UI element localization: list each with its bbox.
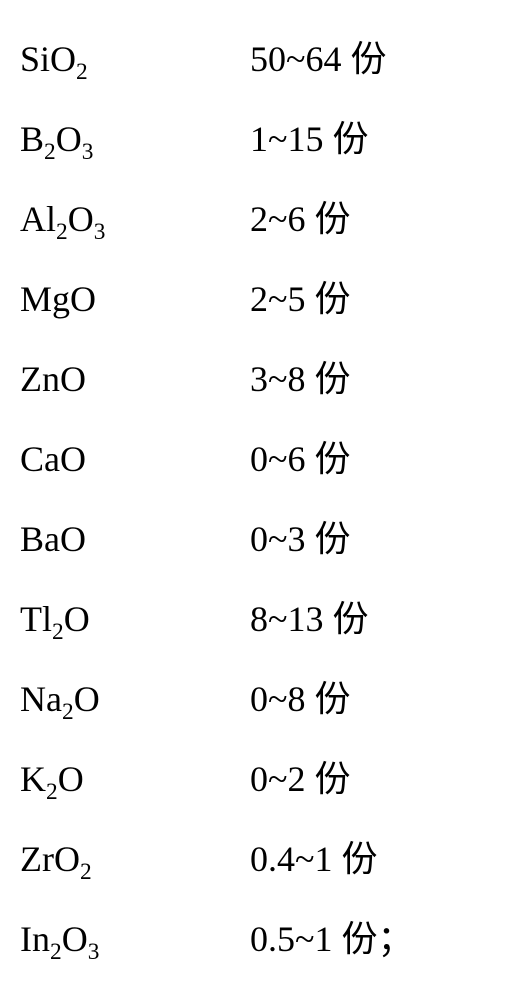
formula-cell: Al2O3: [20, 198, 250, 240]
table-row: BaO 0~3 份: [20, 510, 525, 590]
table-row: Tl2O 8~13 份: [20, 590, 525, 670]
amount-cell: 0~2 份: [250, 750, 350, 802]
table-row: ZnO 3~8 份: [20, 350, 525, 430]
amount-cell: 0~6 份: [250, 430, 350, 482]
formula-cell: ZrO2: [20, 838, 250, 880]
formula-cell: Tl2O: [20, 598, 250, 640]
amount-cell: 3~8 份: [250, 350, 350, 402]
amount-cell: 2~6 份: [250, 190, 350, 242]
formula-cell: B2O3: [20, 118, 250, 160]
table-row: ZrO2 0.4~1 份: [20, 830, 525, 910]
formula-cell: In2O3: [20, 918, 250, 960]
table-row: MgO 2~5 份: [20, 270, 525, 350]
table-row: SiO2 50~64 份: [20, 30, 525, 110]
amount-cell: 8~13 份: [250, 590, 368, 642]
table-row: Na2O 0~8 份: [20, 670, 525, 750]
table-row: Al2O3 2~6 份: [20, 190, 525, 270]
formula-cell: CaO: [20, 438, 250, 480]
amount-cell: 0~8 份: [250, 670, 350, 722]
table-row: In2O3 0.5~1 份；: [20, 910, 525, 990]
amount-cell: 2~5 份: [250, 270, 350, 322]
amount-cell: 50~64 份: [250, 30, 386, 82]
table-row: CaO 0~6 份: [20, 430, 525, 510]
formula-cell: SiO2: [20, 38, 250, 80]
amount-cell: 0~3 份: [250, 510, 350, 562]
amount-cell: 0.4~1 份: [250, 830, 377, 882]
formula-cell: BaO: [20, 518, 250, 560]
formula-cell: Na2O: [20, 678, 250, 720]
formula-cell: K2O: [20, 758, 250, 800]
composition-table: SiO2 50~64 份 B2O3 1~15 份 Al2O3 2~6 份 MgO…: [0, 0, 525, 990]
amount-cell: 1~15 份: [250, 110, 368, 162]
formula-cell: ZnO: [20, 358, 250, 400]
formula-cell: MgO: [20, 278, 250, 320]
amount-cell: 0.5~1 份；: [250, 910, 413, 962]
table-row: K2O 0~2 份: [20, 750, 525, 830]
table-row: B2O3 1~15 份: [20, 110, 525, 190]
